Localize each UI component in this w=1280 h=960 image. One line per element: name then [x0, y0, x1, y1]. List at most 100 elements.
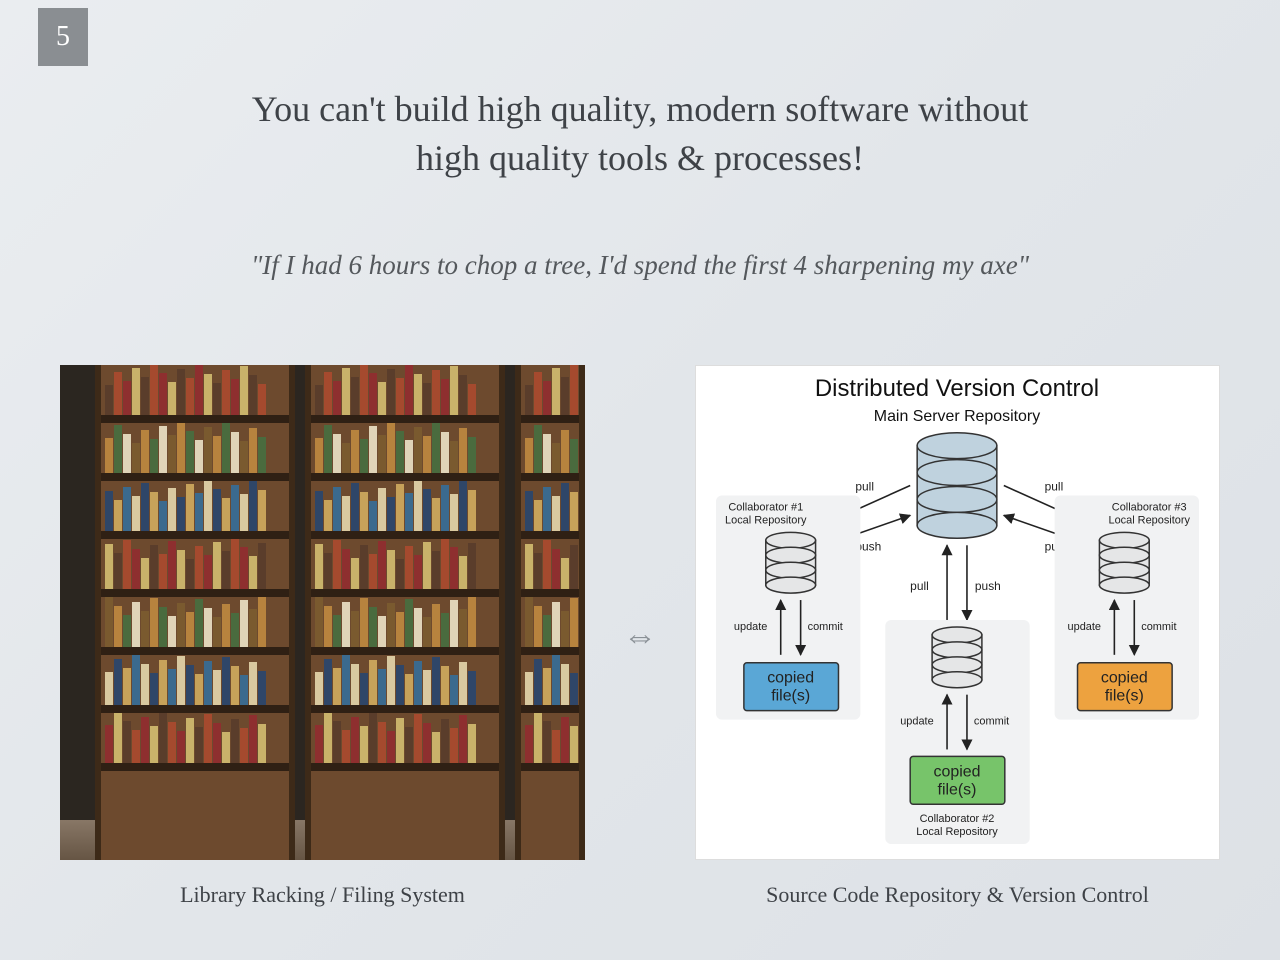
book-spine — [168, 616, 176, 647]
book-spine — [342, 549, 350, 589]
collab1-label-bottom: Local Repository — [725, 514, 807, 526]
shelf-row — [521, 597, 579, 655]
book-spine — [423, 542, 431, 589]
book-spine — [414, 374, 422, 415]
book-spine — [222, 604, 230, 647]
book-spine — [459, 715, 467, 763]
book-spine — [159, 607, 167, 647]
book-spine — [258, 597, 266, 647]
book-spine — [543, 615, 551, 647]
book-spine — [414, 555, 422, 589]
book-spine — [159, 373, 167, 415]
book-spine — [543, 721, 551, 763]
collab2-file-l2: file(s) — [938, 781, 977, 798]
book-spine — [204, 481, 212, 531]
book-spine — [177, 731, 185, 763]
book-spine — [360, 598, 368, 647]
book-spine — [525, 597, 533, 647]
book-spine — [441, 613, 449, 647]
book-spine — [387, 656, 395, 705]
book-spine — [324, 500, 332, 531]
book-spine — [114, 553, 122, 589]
book-spine — [114, 425, 122, 473]
book-spine — [534, 713, 542, 763]
book-spine — [405, 365, 413, 415]
book-spine — [561, 611, 569, 647]
book-spine — [159, 554, 167, 589]
book-spine — [525, 438, 533, 473]
book-spine — [432, 657, 440, 705]
book-spine — [468, 490, 476, 531]
book-spine — [195, 599, 203, 647]
shelf-row — [101, 713, 289, 771]
book-spine — [105, 491, 113, 531]
book-spine — [534, 425, 542, 473]
book-spine — [414, 661, 422, 705]
book-spine — [222, 423, 230, 473]
book-spine — [195, 727, 203, 763]
book-spine — [141, 377, 149, 415]
book-spine — [114, 713, 122, 763]
book-spine — [315, 597, 323, 647]
book-spine — [132, 549, 140, 589]
book-spine — [141, 611, 149, 647]
book-spine — [441, 485, 449, 531]
book-spine — [570, 365, 578, 415]
book-spine — [150, 439, 158, 473]
left-caption: Library Racking / Filing System — [60, 882, 585, 908]
book-spine — [123, 721, 131, 763]
book-spine — [423, 617, 431, 647]
book-spine — [459, 609, 467, 647]
book-spine — [240, 728, 248, 763]
book-spine — [324, 659, 332, 705]
book-spine — [213, 670, 221, 705]
book-spine — [414, 714, 422, 763]
book-spine — [369, 554, 377, 589]
book-spine — [186, 718, 194, 763]
book-spine — [240, 366, 248, 415]
book-spine — [132, 655, 140, 705]
label-update-c1: update — [734, 621, 767, 633]
book-spine — [204, 714, 212, 763]
book-spine — [468, 384, 476, 415]
book-spine — [123, 668, 131, 705]
book-spine — [168, 669, 176, 705]
book-spine — [231, 719, 239, 763]
book-spine — [240, 600, 248, 647]
book-spine — [231, 432, 239, 473]
book-spine — [249, 662, 257, 705]
book-spine — [351, 664, 359, 705]
book-spine — [369, 660, 377, 705]
book-spine — [342, 443, 350, 473]
book-spine — [333, 487, 341, 531]
book-spine — [105, 385, 113, 415]
book-spine — [396, 718, 404, 763]
book-spine — [552, 443, 560, 473]
shelf-row — [521, 539, 579, 597]
book-spine — [150, 598, 158, 647]
book-spine — [423, 383, 431, 415]
collab2-label-top: Collaborator #2 — [920, 813, 995, 825]
book-spine — [222, 498, 230, 531]
shelf-row — [101, 597, 289, 655]
library-photo: B3998 BC — [60, 365, 585, 860]
book-spine — [105, 544, 113, 589]
book-spine — [249, 428, 257, 473]
book-spine — [543, 540, 551, 589]
book-spine — [132, 730, 140, 763]
book-spine — [333, 434, 341, 473]
book-spine — [105, 725, 113, 763]
book-spine — [258, 490, 266, 531]
book-spine — [195, 674, 203, 705]
book-spine — [222, 551, 230, 589]
book-spine — [414, 481, 422, 531]
book-spine — [459, 481, 467, 531]
book-spine — [141, 483, 149, 531]
book-spine — [468, 671, 476, 705]
book-spine — [360, 673, 368, 705]
book-spine — [351, 483, 359, 531]
book-spine — [222, 370, 230, 415]
book-spine — [315, 491, 323, 531]
book-spine — [258, 671, 266, 705]
book-spine — [177, 656, 185, 705]
